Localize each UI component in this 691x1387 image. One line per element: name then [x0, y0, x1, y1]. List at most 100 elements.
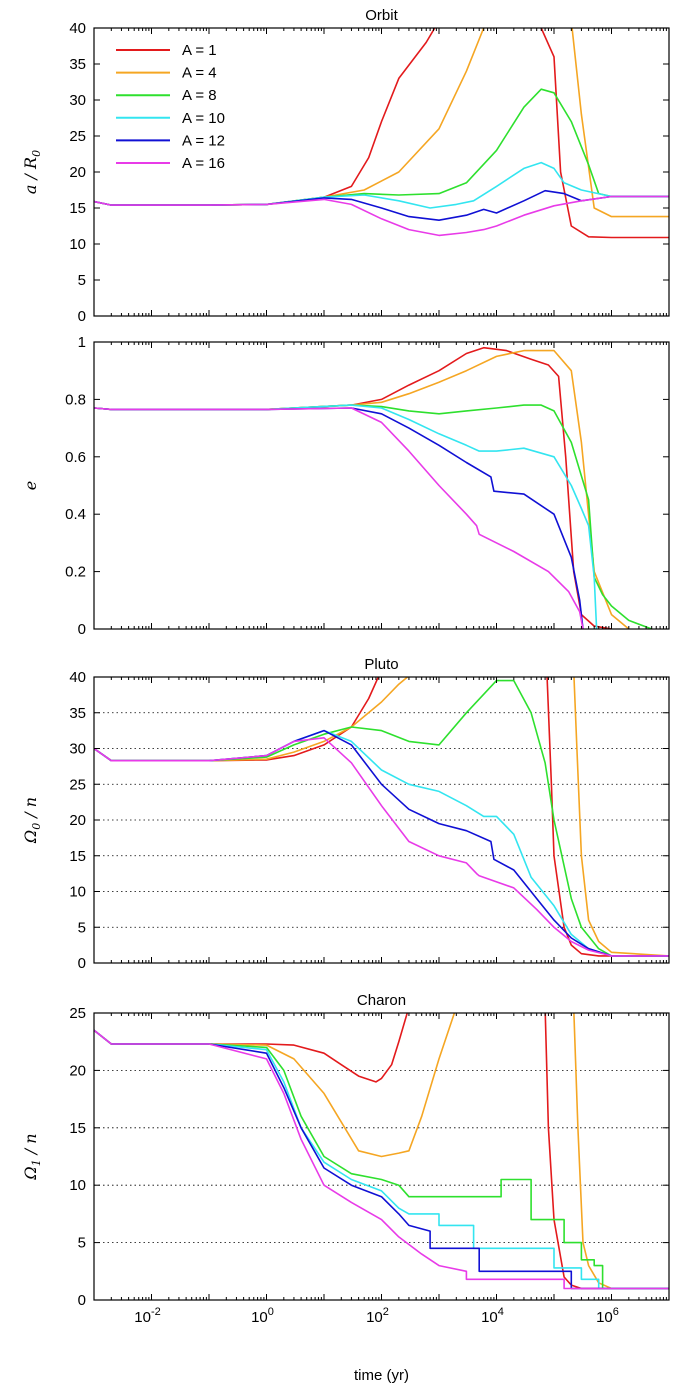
y-axis-label: a / R0 — [21, 150, 43, 194]
legend-label: A = 16 — [182, 155, 225, 172]
xtick-label: 102 — [366, 1306, 389, 1326]
xtick-base: 10 — [134, 1309, 151, 1326]
series-line-branch — [573, 1013, 669, 1290]
series-line-A1 — [94, 677, 380, 762]
legend: A = 1 A = 4 A = 8 A = 10 A = 12 A = 16 — [116, 42, 225, 172]
y-axis-label: Ω1 / n — [21, 1133, 43, 1180]
ytick-label: 35 — [69, 56, 86, 73]
series-line-A12 — [94, 407, 584, 629]
ytick-label: 15 — [69, 200, 86, 217]
ytick-label: 0.6 — [65, 449, 86, 466]
legend-label: A = 8 — [182, 87, 217, 104]
series-group — [94, 28, 669, 239]
y-axis-label-rest: / n — [21, 797, 40, 823]
ytick-label: 0.8 — [65, 391, 86, 408]
ytick-label: 20 — [69, 812, 86, 829]
y-axis-label-sub: 0 — [30, 150, 43, 157]
series-line-A12 — [94, 1029, 669, 1290]
series-line-A16 — [94, 1029, 669, 1290]
xtick-base: 10 — [596, 1309, 613, 1326]
ytick-label: 10 — [69, 236, 86, 253]
ytick-label: 30 — [69, 741, 86, 758]
series-line-A8 — [94, 679, 669, 957]
y-axis-label-rest: / n — [21, 1133, 40, 1159]
legend-label: A = 10 — [182, 110, 225, 127]
ytick-label: 0.2 — [65, 564, 86, 581]
ytick-label: 10 — [69, 884, 86, 901]
ytick-label: 40 — [69, 20, 86, 37]
ytick-label: 5 — [78, 1235, 86, 1252]
ytick-label: 25 — [69, 776, 86, 793]
ytick-label: 20 — [69, 1062, 86, 1079]
ytick-label: 25 — [69, 1005, 86, 1022]
ytick-label: 15 — [69, 1120, 86, 1137]
xtick-exp: 4 — [498, 1306, 504, 1318]
series-group — [94, 346, 652, 629]
xtick-exp: 2 — [383, 1306, 389, 1318]
y-axis-label: Ω0 / n — [21, 797, 43, 844]
series-line-A8 — [94, 1029, 669, 1290]
series-line-A10 — [94, 729, 669, 957]
ytick-label: 1 — [78, 334, 86, 351]
x-axis-label: time (yr) — [354, 1367, 409, 1384]
series-line-A1 — [94, 346, 612, 629]
series-line-A16 — [94, 736, 669, 957]
series-line-branch — [571, 28, 669, 218]
xtick-base: 10 — [251, 1309, 268, 1326]
xtick-label: 10-2 — [134, 1306, 160, 1326]
series-line-A12 — [94, 729, 669, 957]
y-axis-label-main: a / R — [21, 157, 40, 194]
xtick-base: 10 — [481, 1309, 498, 1326]
xtick-exp: 6 — [613, 1306, 619, 1318]
series-line-A16 — [94, 407, 584, 629]
y-axis-label-sub: 0 — [30, 823, 43, 830]
panel-title: Pluto — [364, 656, 398, 673]
legend-label: A = 1 — [182, 42, 217, 59]
y-axis-label-sub: 1 — [30, 1159, 43, 1166]
xtick-label: 104 — [481, 1306, 504, 1326]
legend-label: A = 4 — [182, 65, 217, 82]
ytick-label: 0 — [78, 1292, 86, 1309]
ytick-label: 15 — [69, 848, 86, 865]
series-line-A8 — [94, 88, 669, 206]
series-line-A10 — [94, 404, 598, 629]
y-axis-label: e — [21, 481, 40, 490]
ytick-label: 0.4 — [65, 506, 86, 523]
series-group — [94, 1013, 669, 1290]
xtick-exp: 0 — [268, 1306, 274, 1318]
plot-frame — [93, 341, 670, 630]
ytick-label: 35 — [69, 705, 86, 722]
series-group — [94, 677, 669, 957]
ytick-label: 0 — [78, 308, 86, 325]
xtick-label: 106 — [596, 1306, 619, 1326]
series-line-A4 — [94, 349, 630, 629]
y-axis-label-main: Ω — [21, 1166, 40, 1180]
panel-title: Charon — [357, 992, 406, 1009]
ytick-label: 30 — [69, 92, 86, 109]
ytick-label: 20 — [69, 164, 86, 181]
series-line-branch — [539, 28, 669, 239]
series-line-A8 — [94, 404, 652, 629]
series-line-A16 — [94, 195, 669, 237]
series-line-branch — [573, 677, 669, 957]
ytick-label: 10 — [69, 1177, 86, 1194]
ytick-label: 25 — [69, 128, 86, 145]
series-line-A10 — [94, 1029, 669, 1290]
series-line-branch — [544, 1013, 669, 1290]
series-line-A4 — [94, 28, 485, 206]
ytick-label: 5 — [78, 272, 86, 289]
legend-label: A = 12 — [182, 132, 225, 149]
xtick-label: 100 — [251, 1306, 274, 1326]
xtick-exp: -2 — [151, 1306, 161, 1318]
ytick-label: 0 — [78, 621, 86, 638]
ytick-label: 40 — [69, 669, 86, 686]
panel-ecc: 0 0.2 0.4 0.6 0.8 1 e — [21, 334, 670, 638]
panel-title: Orbit — [365, 7, 398, 24]
plot-frame — [93, 27, 670, 317]
y-axis-label-main: Ω — [21, 830, 40, 844]
ytick-label: 0 — [78, 955, 86, 972]
